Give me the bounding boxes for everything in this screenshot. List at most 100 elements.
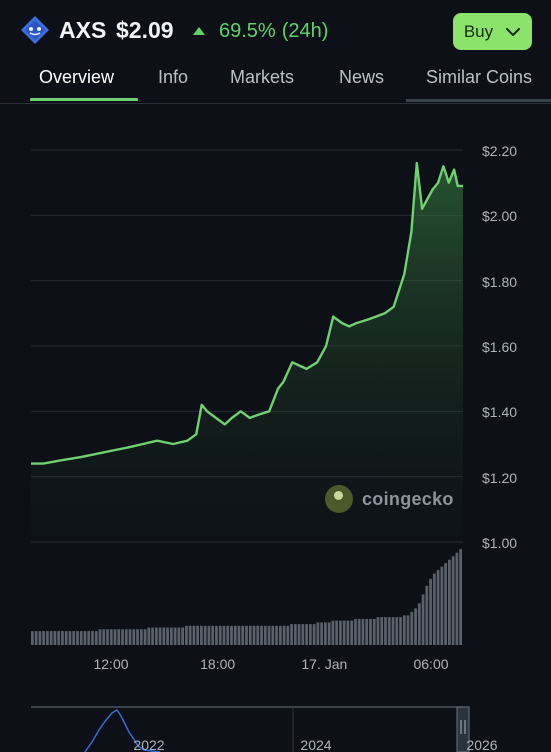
volume-bar bbox=[350, 620, 354, 645]
volume-bar bbox=[158, 627, 162, 645]
volume-bar bbox=[320, 622, 324, 645]
buy-button[interactable]: Buy bbox=[453, 13, 532, 50]
volume-bar bbox=[402, 615, 406, 645]
y-tick-label: $2.00 bbox=[482, 208, 518, 225]
triangle-up-icon bbox=[193, 26, 205, 35]
volume-bar bbox=[233, 625, 237, 645]
volume-bar bbox=[346, 620, 350, 645]
navigator-label-2022: 2022 bbox=[133, 737, 165, 752]
volume-bar bbox=[256, 625, 260, 645]
volume-bar bbox=[38, 631, 42, 645]
volume-bar bbox=[440, 566, 444, 645]
volume-bar bbox=[218, 625, 222, 645]
volume-bar bbox=[286, 625, 290, 645]
volume-bar bbox=[196, 625, 200, 645]
volume-bar bbox=[185, 625, 188, 645]
volume-bar bbox=[459, 549, 462, 645]
active-tab-indicator bbox=[30, 98, 138, 101]
volume-bar bbox=[207, 625, 211, 645]
volume-bar bbox=[230, 625, 233, 645]
volume-bar bbox=[222, 625, 226, 645]
volume-bar bbox=[53, 631, 57, 645]
coingecko-logo-icon bbox=[325, 485, 353, 513]
y-tick-label: $2.20 bbox=[482, 143, 518, 159]
volume-bar bbox=[68, 631, 72, 645]
volume-bar bbox=[166, 627, 169, 645]
volume-bar bbox=[384, 617, 387, 645]
axie-infinity-logo-icon bbox=[21, 16, 49, 44]
price-area bbox=[31, 163, 463, 542]
volume-bar bbox=[327, 622, 331, 645]
volume-bar bbox=[46, 631, 49, 645]
y-tick-label: $1.00 bbox=[482, 535, 518, 551]
volume-bar bbox=[376, 617, 380, 645]
tab-overview[interactable]: Overview bbox=[39, 67, 115, 87]
chevron-down-icon bbox=[506, 27, 521, 36]
volume-bar bbox=[342, 620, 346, 645]
price-line bbox=[31, 161, 463, 465]
volume-bar bbox=[414, 608, 417, 645]
volume-bar bbox=[399, 617, 402, 645]
volume-bar bbox=[76, 631, 79, 645]
y-tick-label: $1.20 bbox=[482, 469, 518, 486]
volume-bar bbox=[290, 624, 293, 645]
volume-bar bbox=[335, 620, 339, 645]
tab-info[interactable]: Info bbox=[158, 67, 189, 87]
volume-bar bbox=[301, 624, 305, 645]
volume-bar bbox=[147, 627, 151, 645]
volume-bar bbox=[94, 631, 98, 645]
navigator-label-2024: 2024 bbox=[300, 737, 332, 752]
coin-header: AXS $2.09 69.5% (24h) Buy bbox=[0, 0, 551, 62]
volume-bar bbox=[354, 618, 357, 645]
volume-bar bbox=[109, 629, 113, 645]
volume-bar bbox=[61, 631, 64, 645]
volume-bar bbox=[215, 625, 218, 645]
volume-bar bbox=[117, 629, 121, 645]
volume-bar bbox=[241, 625, 245, 645]
volume-bar bbox=[275, 625, 278, 645]
x-tick-label: 17. Jan bbox=[301, 656, 348, 672]
volume-bar bbox=[34, 631, 38, 645]
volume-bar bbox=[169, 627, 173, 645]
volume-bar bbox=[200, 625, 203, 645]
range-navigator[interactable] bbox=[0, 700, 551, 752]
volume-bar bbox=[305, 624, 308, 645]
volume-bar bbox=[181, 627, 185, 645]
tab-similar-coins[interactable]: Similar Coins bbox=[426, 67, 533, 87]
volume-bar bbox=[293, 624, 297, 645]
volume-bar bbox=[282, 625, 286, 645]
x-tick-label: 12:00 bbox=[93, 656, 129, 672]
tab-bar: Overview Info Markets News Similar Coins bbox=[0, 62, 551, 104]
volume-bar bbox=[132, 629, 136, 645]
tab-markets[interactable]: Markets bbox=[230, 67, 295, 87]
volume-bar bbox=[31, 631, 34, 645]
volume-bar bbox=[79, 631, 83, 645]
volume-bar bbox=[49, 631, 53, 645]
volume-bar bbox=[316, 622, 320, 645]
y-tick-label: $1.40 bbox=[482, 404, 518, 421]
volume-bar bbox=[64, 631, 68, 645]
volume-bar bbox=[91, 631, 94, 645]
volume-bar bbox=[128, 629, 132, 645]
volume-bar bbox=[143, 629, 147, 645]
volume-bar bbox=[177, 627, 181, 645]
volume-bar bbox=[447, 559, 451, 645]
volume-bar bbox=[410, 611, 414, 645]
volume-bar bbox=[391, 617, 395, 645]
volume-bar bbox=[252, 625, 256, 645]
volume-bar bbox=[324, 622, 327, 645]
volume-bar bbox=[421, 594, 425, 645]
price-chart[interactable] bbox=[0, 104, 551, 654]
volume-bar bbox=[151, 627, 154, 645]
volume-bar bbox=[278, 625, 282, 645]
volume-bar bbox=[57, 631, 61, 645]
volume-bar bbox=[395, 617, 399, 645]
tab-news[interactable]: News bbox=[339, 67, 385, 87]
volume-bar bbox=[357, 618, 361, 645]
volume-bar bbox=[139, 629, 143, 645]
volume-bar bbox=[267, 625, 271, 645]
volume-bar bbox=[98, 629, 102, 645]
change-percent: 69.5% bbox=[219, 20, 276, 42]
navigator-handle[interactable] bbox=[456, 706, 470, 752]
volume-bar bbox=[72, 631, 76, 645]
